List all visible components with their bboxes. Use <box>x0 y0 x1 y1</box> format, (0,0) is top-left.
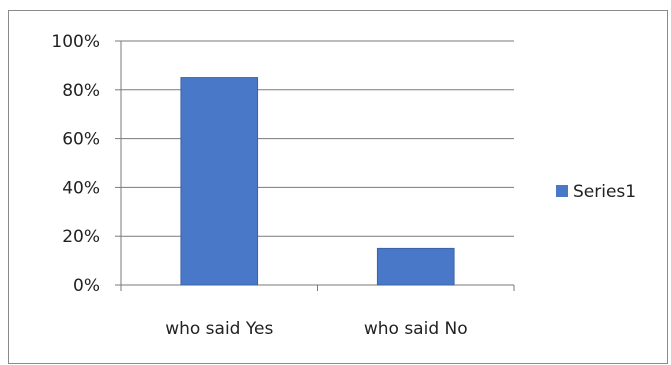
y-tick-label-1: 20% <box>62 227 100 247</box>
x-tick-label-1: who said No <box>364 319 468 339</box>
y-tick-label-5: 100% <box>51 32 100 52</box>
y-tick-label-3: 60% <box>62 130 100 150</box>
gridlines <box>121 40 514 237</box>
y-tick-label-0: 0% <box>73 276 100 296</box>
bar-who-said-yes <box>180 77 259 286</box>
y-tick-label-4: 80% <box>62 81 100 101</box>
legend: Series1 <box>556 182 636 202</box>
legend-swatch-series1 <box>556 185 568 197</box>
x-tick-label-0: who said Yes <box>165 319 273 339</box>
legend-label-series1: Series1 <box>573 182 636 202</box>
bar-who-said-no <box>376 247 455 286</box>
bars <box>180 77 455 286</box>
y-axis-ticks: 0% 20% 40% 60% 80% 100% <box>51 32 100 296</box>
y-tick-label-2: 40% <box>62 178 100 198</box>
x-axis-ticks: who said Yes who said No <box>165 319 467 339</box>
